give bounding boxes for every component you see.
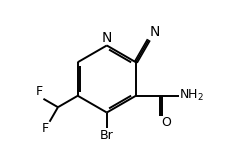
Text: Br: Br bbox=[100, 129, 114, 142]
Text: F: F bbox=[35, 85, 43, 98]
Text: NH$_2$: NH$_2$ bbox=[179, 88, 204, 103]
Text: F: F bbox=[42, 122, 49, 135]
Text: N: N bbox=[102, 31, 112, 45]
Text: O: O bbox=[161, 116, 171, 129]
Text: N: N bbox=[149, 24, 160, 39]
